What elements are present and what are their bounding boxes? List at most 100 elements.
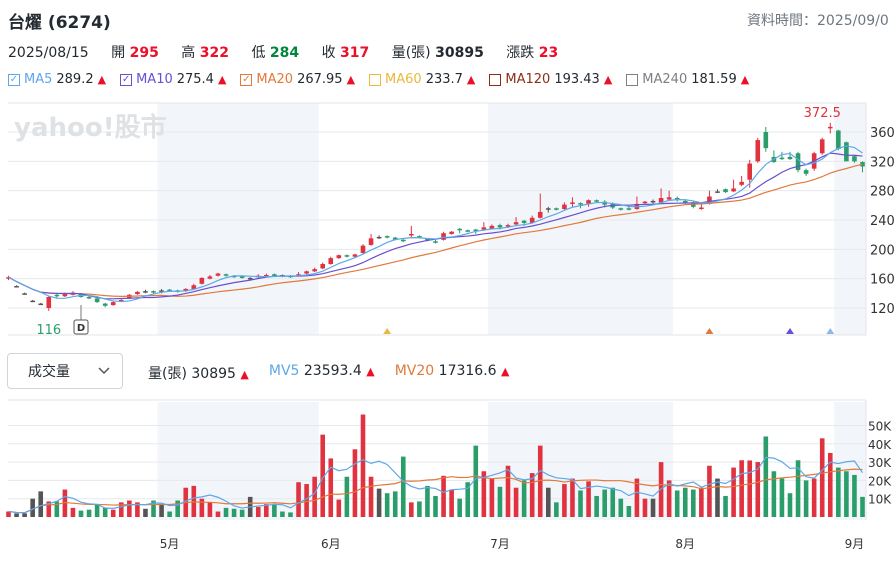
- checkbox-empty-icon[interactable]: [369, 73, 382, 86]
- ma-legend-ma120[interactable]: MA120 193.43 ▲: [489, 72, 612, 87]
- volume-bar: [304, 484, 309, 517]
- candle: [836, 129, 841, 151]
- indicator-select[interactable]: 成交量: [7, 353, 123, 389]
- ma-legend-ma5[interactable]: ✓ MA5 289.2 ▲: [8, 72, 106, 87]
- volume-bar: [594, 495, 599, 517]
- candle-body: [578, 203, 583, 205]
- candle-body: [513, 222, 519, 225]
- hover-low: 低 284: [251, 45, 299, 61]
- volume-bar: [433, 495, 438, 517]
- candle: [755, 137, 761, 163]
- candle-body: [223, 274, 229, 276]
- volume-bar: [94, 504, 100, 517]
- candle-body: [715, 191, 720, 193]
- volume-tick-label: 30K: [868, 456, 892, 470]
- ma-name: MA20: [256, 72, 294, 87]
- high-price-label: 372.5: [804, 106, 841, 121]
- data-time: 資料時間：2025/09/0: [747, 13, 889, 29]
- candle: [352, 253, 358, 258]
- price-tick-label: 240: [870, 214, 895, 229]
- signal-triangle-icon: [826, 328, 835, 334]
- volume-bar: [610, 487, 616, 517]
- candle: [779, 151, 785, 160]
- up-arrow-icon: ▲: [346, 73, 356, 86]
- mv20-label: MV20: [394, 363, 435, 379]
- volume-bar: [819, 438, 825, 517]
- volume-bar: [811, 478, 817, 517]
- volume-bar: [159, 504, 164, 517]
- volume-bar: [626, 506, 632, 517]
- ma-legend-ma240[interactable]: MA240 181.59 ▲: [626, 72, 749, 87]
- ma-value: 289.2: [56, 72, 94, 87]
- volume-bar: [666, 480, 672, 517]
- volume-tick-label: 40K: [868, 438, 892, 452]
- candle-body: [521, 220, 527, 223]
- indicator-select-value: 成交量: [28, 364, 70, 380]
- candle-body: [360, 245, 366, 253]
- volume-bar: [127, 500, 132, 517]
- volume-bar: [537, 445, 543, 517]
- candle-body: [159, 290, 164, 292]
- candle: [199, 277, 205, 285]
- checkbox-checked-icon[interactable]: ✓: [8, 73, 20, 86]
- candle: [658, 188, 664, 204]
- volume-bar: [264, 504, 269, 517]
- candle-body: [102, 303, 108, 306]
- up-arrow-icon: ▲: [366, 365, 375, 378]
- ma-legend: ✓ MA5 289.2 ▲ ✓ MA10 275.4 ▲ ✓ MA20 267.95 ▲ MA60 233…: [8, 72, 749, 87]
- candle: [827, 122, 833, 134]
- candle: [844, 141, 849, 162]
- volume-bar: [618, 498, 624, 517]
- checkbox-checked-icon[interactable]: ✓: [120, 73, 133, 86]
- ma-legend-ma10[interactable]: ✓ MA10 275.4 ▲: [120, 72, 226, 87]
- mv20-line: [8, 468, 863, 514]
- volume-bar: [747, 460, 753, 517]
- checkbox-checked-icon[interactable]: ✓: [240, 73, 253, 86]
- candle: [368, 233, 374, 246]
- volume-bar: [231, 508, 237, 517]
- volume-bar: [545, 487, 551, 517]
- candle: [344, 254, 350, 258]
- candle: [465, 229, 471, 233]
- candle-body: [272, 274, 277, 276]
- checkbox-empty-icon[interactable]: [626, 73, 639, 86]
- volume-bar: [143, 508, 148, 517]
- candle-body: [723, 189, 728, 193]
- candle: [795, 151, 801, 173]
- mv5-line: [8, 456, 863, 514]
- candle: [312, 267, 317, 273]
- hover-change: 漲跌 23: [506, 45, 558, 61]
- volume-bar: [682, 487, 688, 517]
- candle-body: [731, 188, 736, 192]
- candle: [739, 176, 744, 187]
- checkbox-empty-icon[interactable]: [489, 73, 502, 86]
- ma-legend-ma20[interactable]: ✓ MA20 267.95 ▲: [240, 72, 355, 87]
- candle-body: [199, 277, 205, 284]
- volume-bar: [691, 489, 696, 517]
- hover-open: 開 295: [111, 45, 159, 61]
- signal-triangle-icon: [383, 328, 392, 334]
- volume-label: 量(張): [391, 45, 431, 61]
- candle: [626, 206, 632, 211]
- mv20-legend: MV20 17316.6 ▲: [395, 363, 510, 383]
- candle: [320, 262, 326, 270]
- candle: [803, 168, 809, 176]
- candle-body: [787, 156, 793, 160]
- candle-body: [207, 276, 213, 279]
- candle-body: [352, 254, 358, 257]
- volume-bar: [602, 489, 607, 517]
- ma-legend-ma60[interactable]: MA60 233.7 ▲: [369, 72, 475, 87]
- up-arrow-icon: ▲: [97, 73, 107, 86]
- candle: [570, 197, 575, 207]
- candle-body: [707, 196, 712, 204]
- volume-bar: [473, 445, 479, 517]
- candle: [135, 291, 140, 295]
- candle-body: [344, 255, 350, 257]
- hover-volume: 量(張) 30895: [392, 45, 484, 61]
- candle-body: [755, 140, 761, 162]
- candle: [6, 275, 11, 281]
- candle: [562, 202, 567, 210]
- month-band-price: [157, 103, 319, 335]
- yahoo-logo-watermark: yahoo!股市: [14, 112, 167, 143]
